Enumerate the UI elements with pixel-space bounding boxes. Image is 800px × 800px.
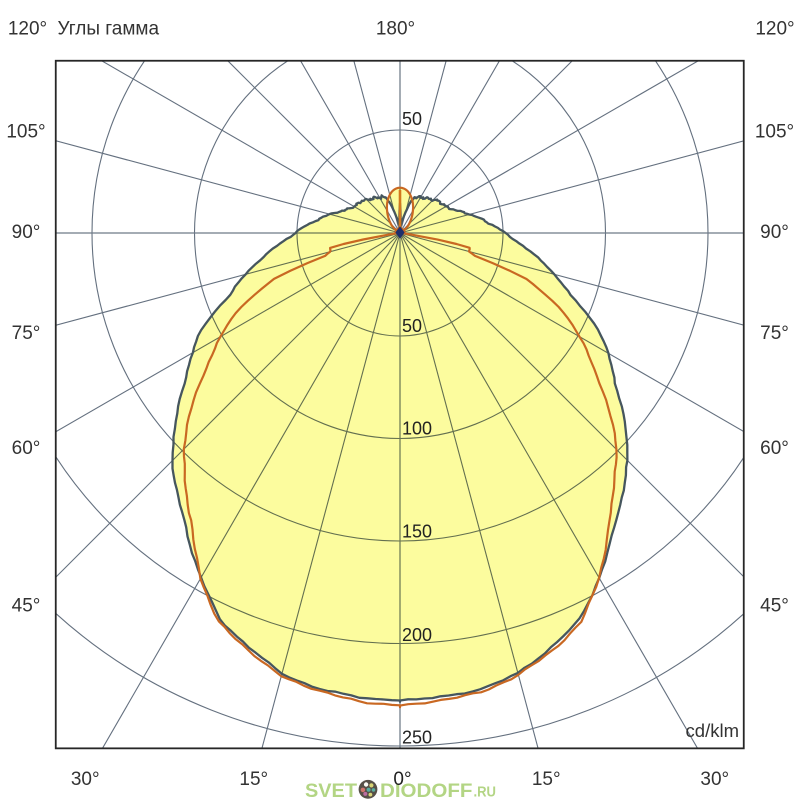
svg-text:50: 50 [402,316,422,336]
svg-text:180°: 180° [376,19,415,40]
svg-text:45°: 45° [12,596,41,617]
svg-text:90°: 90° [760,222,789,243]
svg-text:105°: 105° [6,122,45,143]
svg-text:150: 150 [402,522,432,542]
svg-text:75°: 75° [760,323,789,344]
svg-text:120°: 120° [8,19,47,40]
svg-text:30°: 30° [700,769,729,790]
svg-text:DIODOFF: DIODOFF [380,780,473,800]
svg-text:30°: 30° [71,769,100,790]
svg-text:200: 200 [402,625,432,645]
svg-text:250: 250 [402,728,432,748]
svg-text:15°: 15° [532,769,561,790]
svg-text:SVET: SVET [305,780,357,800]
svg-text:Углы гамма: Углы гамма [58,19,160,40]
svg-text:0°: 0° [393,769,411,790]
svg-text:105°: 105° [755,122,794,143]
svg-text:15°: 15° [239,769,268,790]
svg-text:50: 50 [402,109,422,129]
svg-text:75°: 75° [12,323,41,344]
svg-text:90°: 90° [12,222,41,243]
svg-text:100: 100 [402,419,432,439]
svg-text:.RU: .RU [474,784,497,800]
svg-text:120°: 120° [755,19,794,40]
svg-text:45°: 45° [760,596,789,617]
svg-text:60°: 60° [760,438,789,459]
svg-text:60°: 60° [12,438,41,459]
svg-text:cd/klm: cd/klm [686,720,739,741]
